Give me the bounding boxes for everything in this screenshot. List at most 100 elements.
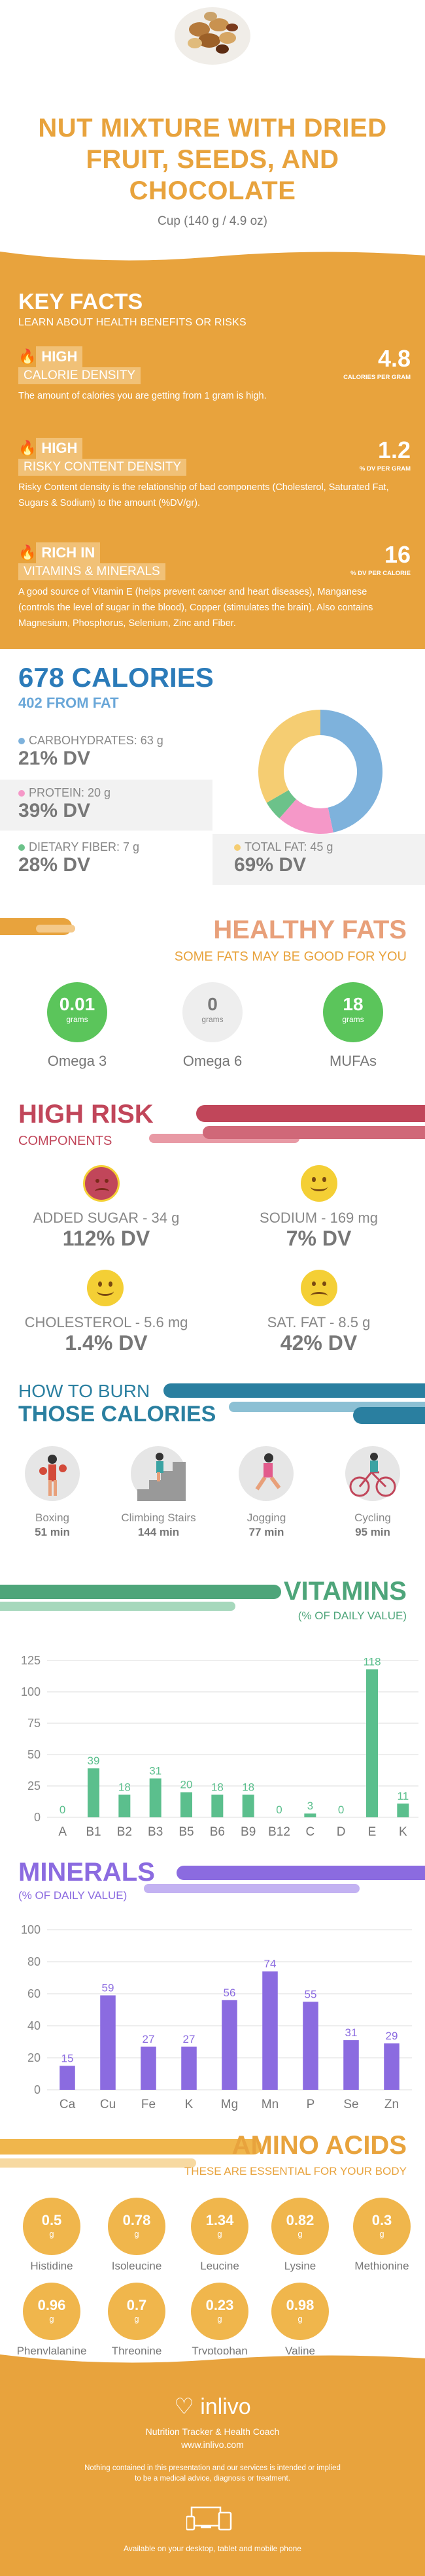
risk-dv: 42% DV: [280, 1331, 358, 1355]
minerals-bar-chart: 0 20 40 60 80 100 15 Ca 59 Cu 27 Fe 27 K 56 Mg 74 Mn 55 P 31…: [21, 1923, 412, 2111]
burn-name: Climbing Stairs: [121, 1511, 196, 1524]
amino-value: 0.78: [122, 2212, 151, 2228]
x-tick-label: Ca: [60, 2098, 76, 2111]
brand-url[interactable]: www.inlivo.com: [181, 2439, 244, 2450]
brand-name: inlivo: [200, 2394, 251, 2419]
wave-divider: [0, 2354, 425, 2363]
brand-logo: ♡ inlivo: [0, 2394, 425, 2420]
amino-circle-isoleucine: 0.78 g: [108, 2198, 165, 2255]
nutrient-label: TOTAL FAT: 45 g: [245, 840, 333, 853]
amino-name: Phenylalanine: [16, 2345, 87, 2357]
bar-value-label: 74: [264, 1958, 277, 1970]
nutrient-dv: 21% DV: [18, 748, 91, 769]
nutrient-label: PROTEIN: 20 g: [29, 786, 111, 799]
risk-label: CHOLESTEROL - 5.6 mg: [24, 1314, 188, 1330]
burn-value: 77 min: [248, 1526, 284, 1538]
bar-value-label: 18: [211, 1781, 224, 1793]
bar-Mg: [222, 2000, 237, 2090]
y-tick-label: 40: [27, 2019, 41, 2032]
flame-icon: 🔥: [18, 544, 37, 561]
key-facts-section: KEY FACTS LEARN ABOUT HEALTH BENEFITS OR…: [0, 252, 425, 649]
amino-acids-section: AMINO ACIDS THESE ARE ESSENTIAL FOR YOUR…: [0, 2126, 425, 2357]
bar-value-label: 18: [242, 1781, 254, 1793]
amino-unit: g: [298, 2229, 303, 2239]
nutrient-carbs: CARBOHYDRATES: 63 g 21% DV: [18, 734, 163, 770]
bar-value-label: 0: [276, 1804, 282, 1816]
x-tick-label: B1: [86, 1825, 101, 1839]
bar-value-label: 56: [224, 1987, 236, 1999]
bar-E: [366, 1669, 378, 1817]
amino-subtitle: THESE ARE ESSENTIAL FOR YOUR BODY: [184, 2165, 407, 2177]
flame-icon: 🔥: [18, 440, 37, 456]
burn-name: Jogging: [246, 1511, 286, 1524]
amino-value: 0.3: [371, 2212, 392, 2228]
bar-value-label: 27: [143, 2033, 155, 2045]
burn-value: 144 min: [137, 1526, 180, 1538]
amino-name: Tryptophan: [192, 2345, 248, 2357]
amino-circle-phenylalanine: 0.96 g: [23, 2283, 80, 2340]
stairs-icon: [131, 1446, 186, 1501]
deco-bar: [0, 2158, 196, 2168]
amino-circle-methionine: 0.3 g: [353, 2198, 411, 2255]
amino-name: Histidine: [30, 2260, 73, 2272]
healthy-fats-section: HEALTHY FATS SOME FATS MAY BE GOOD FOR Y…: [0, 897, 425, 1080]
fact-level: HIGH: [36, 346, 83, 367]
donut-slice-fiber: [266, 790, 297, 819]
fact-level: RICH IN: [36, 542, 101, 563]
key-facts-subtitle: LEARN ABOUT HEALTH BENEFITS OR RISKS: [18, 317, 246, 328]
amino-unit: g: [49, 2229, 54, 2239]
calories-from-fat: 402 FROM FAT: [18, 695, 119, 711]
y-tick-label: 25: [27, 1779, 41, 1792]
fact-unit: CALORIES PER GRAM: [343, 374, 411, 381]
heart-icon: ♡: [174, 2394, 194, 2419]
burn-value: 51 min: [35, 1526, 70, 1538]
bar-value-label: 31: [345, 2026, 358, 2039]
healthy-fats-title: HEALTHY FATS: [213, 916, 407, 944]
x-tick-label: C: [305, 1825, 314, 1839]
y-tick-label: 0: [34, 1811, 41, 1824]
y-tick-label: 50: [27, 1748, 41, 1761]
amino-unit: g: [134, 2314, 139, 2324]
risk-sat-fat: SAT. FAT - 8.5 g 42% DV: [212, 1314, 425, 1355]
nutrient-fat: TOTAL FAT: 45 g 69% DV: [234, 840, 333, 876]
donut-slice-carbs: [320, 710, 383, 833]
amino-name: Leucine: [200, 2260, 239, 2272]
deco-bar: [0, 1585, 281, 1599]
vitamins-subtitle: (% OF DAILY VALUE): [298, 1610, 407, 1622]
deco-bar: [0, 2139, 262, 2155]
burn-value: 95 min: [355, 1526, 390, 1538]
x-tick-label: E: [368, 1825, 377, 1839]
x-tick-label: Zn: [384, 2098, 399, 2111]
page-title: NUT MIXTURE WITH DRIED FRUIT, SEEDS, AND C…: [38, 114, 387, 205]
x-tick-label: K: [399, 1825, 407, 1839]
deco-bar: [144, 1884, 360, 1893]
bar-value-label: 27: [183, 2033, 196, 2045]
nutrient-dv: 69% DV: [234, 854, 307, 876]
fat-unit: grams: [66, 1015, 88, 1024]
y-tick-label: 20: [27, 2051, 41, 2064]
flame-icon: 🔥: [18, 348, 37, 365]
sad-face-icon: [301, 1270, 337, 1306]
amino-name: Methionine: [354, 2260, 409, 2272]
fact-label: CALORIE DENSITY: [18, 367, 141, 384]
amino-value: 0.23: [205, 2297, 234, 2313]
amino-circle-histidine: 0.5 g: [23, 2198, 80, 2255]
bar-Cu: [100, 1995, 116, 2090]
nutrient-fiber: DIETARY FIBER: 7 g 28% DV: [18, 840, 139, 876]
bar-value-label: 15: [61, 2052, 74, 2064]
header: NUT MIXTURE WITH DRIED FRUIT, SEEDS, AND C…: [0, 0, 425, 252]
cycling-icon: [345, 1446, 400, 1501]
fact-risky-content: 🔥 HIGH RISKY CONTENT DENSITY Risky Conten…: [18, 437, 411, 511]
bar-K: [181, 2046, 197, 2090]
nutrient-label: CARBOHYDRATES: 63 g: [29, 734, 163, 747]
y-tick-label: 0: [34, 2083, 41, 2096]
healthy-fats-subtitle: SOME FATS MAY BE GOOD FOR YOU: [174, 949, 407, 964]
bar-Zn: [384, 2043, 400, 2090]
amino-value: 1.34: [205, 2212, 234, 2228]
risk-subtitle: COMPONENTS: [18, 1134, 112, 1148]
x-tick-label: A: [58, 1825, 67, 1839]
x-tick-label: B12: [268, 1825, 290, 1839]
amino-circle-threonine: 0.7 g: [108, 2283, 165, 2340]
fact-label: RISKY CONTENT DENSITY: [18, 459, 187, 476]
x-tick-label: B5: [178, 1825, 194, 1839]
